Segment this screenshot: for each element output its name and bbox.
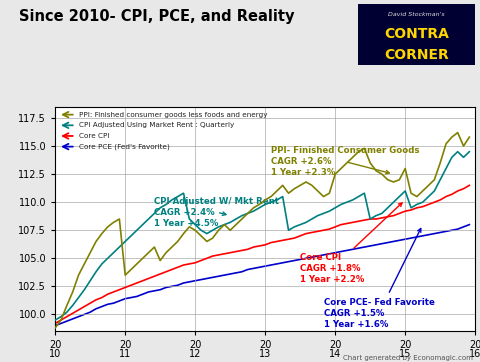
Text: PPI: Finished consumer goods less foods and energy: PPI: Finished consumer goods less foods … [79,111,267,118]
Text: CONTRA: CONTRA [384,28,449,41]
Text: Core CPI
CAGR +1.8%
1 Year +2.2%: Core CPI CAGR +1.8% 1 Year +2.2% [300,203,402,284]
Text: CORNER: CORNER [384,48,449,62]
Text: CPI Adjusted W/ Mkt Rent
CAGR +2.4%
1 Year +4.5%: CPI Adjusted W/ Mkt Rent CAGR +2.4% 1 Ye… [155,197,279,228]
Text: Core PCE (Fed's Favorite): Core PCE (Fed's Favorite) [79,143,169,150]
Text: Core CPI: Core CPI [79,133,109,139]
Text: Core PCE- Fed Favorite
CAGR +1.5%
1 Year +1.6%: Core PCE- Fed Favorite CAGR +1.5% 1 Year… [324,228,434,329]
Text: Since 2010- CPI, PCE, and Reality: Since 2010- CPI, PCE, and Reality [19,9,295,24]
Text: David Stockman's: David Stockman's [388,12,444,17]
Text: CPI Adjusted Using Market Rent : Quarterly: CPI Adjusted Using Market Rent : Quarter… [79,122,234,128]
Text: Chart generated by Economagic.com: Chart generated by Economagic.com [343,355,473,361]
Text: PPI- Finished Consumer Goods
CAGR +2.6%
1 Year +2.3%: PPI- Finished Consumer Goods CAGR +2.6% … [271,146,420,177]
